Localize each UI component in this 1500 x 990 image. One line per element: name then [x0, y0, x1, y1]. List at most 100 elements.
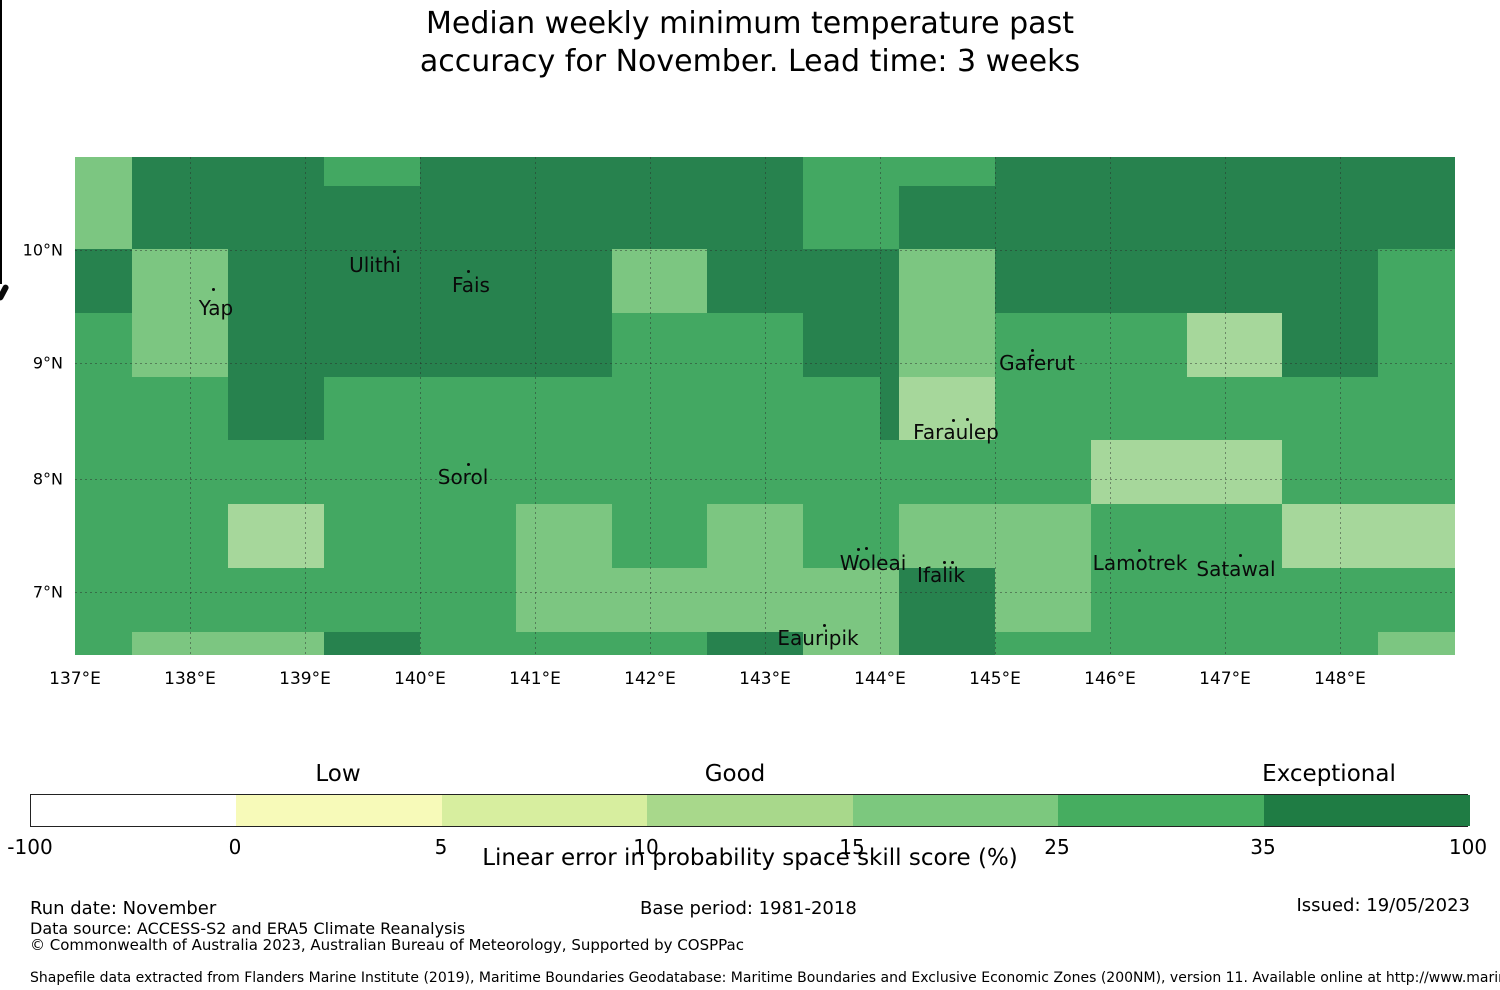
heatmap-cell: [707, 632, 803, 655]
grid-line-vertical: [420, 157, 421, 655]
heatmap-cell: [1091, 377, 1187, 440]
heatmap-cell: [707, 377, 803, 440]
colorbar-category-label: Exceptional: [1262, 761, 1396, 787]
island-label: Yap: [198, 296, 234, 320]
heatmap-cell: [516, 632, 612, 655]
heatmap-cell: [995, 568, 1091, 632]
x-tick-label: 145°E: [969, 669, 1021, 689]
colorbar-segment: [31, 795, 238, 826]
x-tick-label: 142°E: [624, 669, 676, 689]
heatmap-cell: [75, 440, 132, 504]
heatmap-cell: [803, 568, 899, 632]
colorbar-category-label: Low: [315, 761, 361, 787]
heatmap-cell: [1187, 440, 1282, 504]
heatmap-cell: [420, 504, 516, 568]
grid-line-vertical: [305, 157, 306, 655]
heatmap-cell: [75, 157, 132, 186]
heatmap-cell: [132, 186, 228, 249]
heatmap-cell: [1282, 249, 1378, 313]
island-marker-dot: [1239, 554, 1242, 557]
island-marker-dot: [865, 547, 868, 550]
heatmap-cell: [1091, 249, 1187, 313]
island-marker-dot: [952, 419, 955, 422]
y-tick-label: 7°N: [32, 582, 63, 602]
heatmap-cell: [516, 249, 612, 313]
grid-line-vertical: [535, 157, 536, 655]
heatmap-cell: [1187, 377, 1282, 440]
heatmap-cell: [995, 249, 1091, 313]
island-marker-dot: [1031, 349, 1034, 352]
heatmap-cell: [516, 568, 612, 632]
heatmap-cell: [995, 186, 1091, 249]
island-marker-dot: [823, 624, 826, 627]
heatmap-cell: [132, 377, 228, 440]
grid-line-vertical: [1110, 157, 1111, 655]
heatmap-cell: [1282, 632, 1378, 655]
heatmap-cell: [75, 632, 132, 655]
footer-shapefile-note: Shapefile data extracted from Flanders M…: [30, 970, 1500, 986]
y-tick-label: 9°N: [32, 353, 63, 373]
heatmap-cell: [228, 568, 324, 632]
heatmap-cell: [1187, 504, 1282, 568]
grid-line-vertical: [650, 157, 651, 655]
heatmap-cell: [1378, 440, 1455, 504]
heatmap-cell: [899, 157, 995, 186]
heatmap-cell: [612, 377, 707, 440]
heatmap-cell: [1282, 186, 1378, 249]
heatmap-cell: [899, 632, 995, 655]
island-label: Woleai: [839, 551, 907, 575]
grid-line-horizontal: [75, 250, 1455, 251]
eez-boundary-line: [0, 0, 2, 284]
x-tick-label: 143°E: [739, 669, 791, 689]
heatmap-cell: [1187, 249, 1282, 313]
heatmap-cell: [1187, 568, 1282, 632]
heatmap-cell: [1378, 249, 1455, 313]
heatmap-cell: [1378, 568, 1455, 632]
heatmap-cell: [420, 186, 516, 249]
heatmap-cell: [324, 632, 420, 655]
heatmap-cell: [324, 504, 420, 568]
heatmap-cell: [1187, 157, 1282, 186]
heatmap-cell: [995, 440, 1091, 504]
heatmap-cell: [228, 504, 324, 568]
heatmap-cell: [228, 186, 324, 249]
grid-line-vertical: [995, 157, 996, 655]
heatmap-cell: [516, 440, 612, 504]
island-marker-dot: [943, 561, 946, 564]
heatmap-cell: [612, 440, 707, 504]
footer-issued: Issued: 19/05/2023: [1296, 895, 1470, 916]
heatmap-cell: [228, 440, 324, 504]
heatmap-cell: [899, 504, 995, 568]
x-tick-label: 147°E: [1199, 669, 1251, 689]
heatmap-cell: [324, 568, 420, 632]
island-label: Faraulep: [913, 420, 999, 444]
heatmap-cell: [1282, 504, 1378, 568]
heatmap-cell: [612, 313, 707, 377]
heatmap-cell: [899, 568, 995, 632]
island-marker-dot: [212, 288, 215, 291]
heatmap-cell: [803, 504, 899, 568]
island-label: Sorol: [437, 465, 489, 489]
heatmap-cell: [707, 440, 803, 504]
heatmap-cell: [132, 440, 228, 504]
heatmap-cell: [132, 313, 228, 377]
heatmap-cell: [995, 157, 1091, 186]
heatmap-cell: [707, 504, 803, 568]
heatmap-cell: [995, 632, 1091, 655]
heatmap-cell: [612, 249, 707, 313]
grid-line-horizontal: [75, 363, 1455, 364]
island-label: Fais: [452, 273, 490, 297]
heatmap-cell: [324, 377, 420, 440]
island-marker-dot: [857, 548, 860, 551]
heatmap-cell: [516, 186, 612, 249]
heatmap-cell: [1091, 313, 1187, 377]
island-label: Satawal: [1196, 557, 1276, 581]
heatmap-cell: [1378, 313, 1455, 377]
heatmap-cell: [1282, 377, 1378, 440]
heatmap-cell: [75, 186, 132, 249]
footer-data-source: Data source: ACCESS-S2 and ERA5 Climate …: [30, 919, 466, 938]
island-marker-dot: [966, 418, 969, 421]
heatmap-cell: [1091, 157, 1187, 186]
heatmap-cell: [1282, 568, 1378, 632]
